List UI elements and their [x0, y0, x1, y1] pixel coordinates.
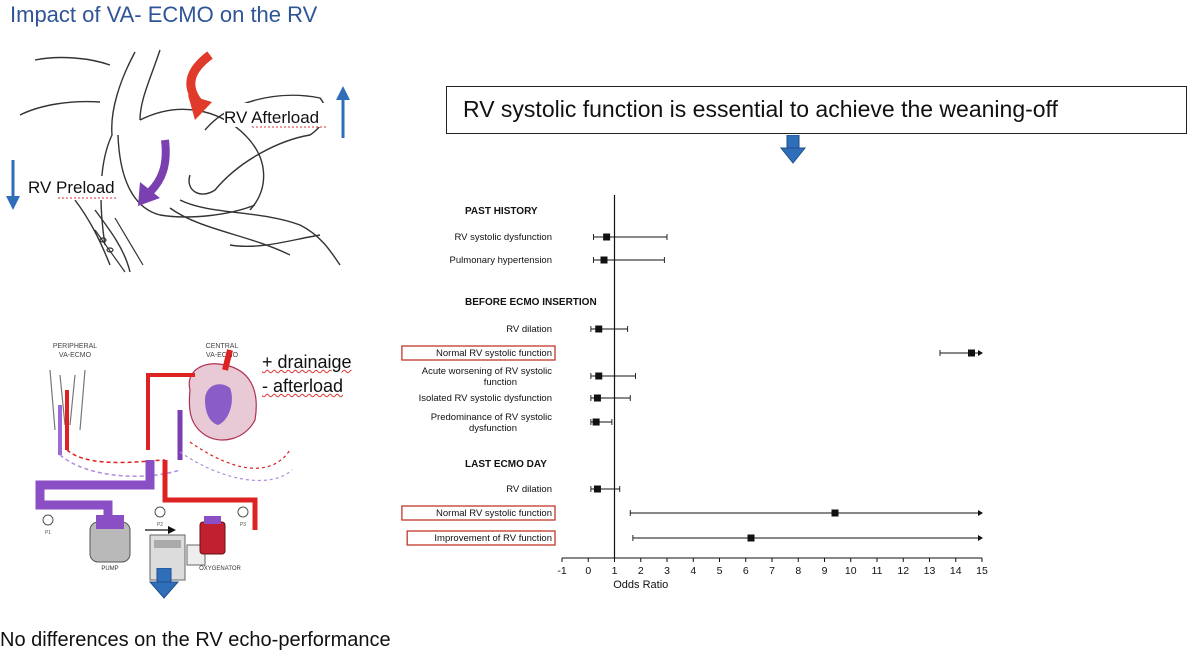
afterload-up-arrow-icon [336, 86, 350, 138]
pump-icon: PUMP [89, 515, 131, 572]
highlight-box [401, 345, 556, 361]
row-label: RV systolic dysfunction [454, 232, 552, 243]
forest-plot: PAST HISTORY RV systolic dysfunction Pulmo… [401, 195, 988, 591]
purple-flow-arrow [147, 139, 170, 195]
row-label: Normal RV systolic function [436, 348, 552, 359]
section-title: PAST HISTORY [465, 206, 538, 217]
cannula [94, 217, 144, 273]
gauge-icons: P1 P2 P3 [42, 506, 249, 536]
peripheral-vessel-icon [49, 369, 86, 455]
x-tick-label: 7 [769, 565, 775, 577]
ecmo-down-arrow-icon [148, 568, 180, 599]
x-tick-label: 15 [976, 565, 988, 577]
central-label-2: VA-ECMO [206, 352, 239, 359]
svg-text:P2: P2 [157, 522, 163, 528]
row-label: Normal RV systolic function [436, 508, 552, 519]
ci-arrow-icon [978, 350, 983, 356]
x-tick-label: 9 [822, 565, 828, 577]
x-tick-label: 12 [897, 565, 909, 577]
x-tick-label: 2 [638, 565, 644, 577]
ci-arrow-icon [978, 510, 983, 516]
ci-arrow-icon [978, 535, 983, 541]
odds-ratio-point [600, 256, 608, 264]
odds-ratio-point [592, 418, 600, 426]
row-label: RV dilation [506, 484, 552, 495]
svg-text:P1: P1 [45, 530, 51, 536]
slide-title: Impact of VA- ECMO on the RV [10, 2, 318, 27]
row-label: Improvement of RV function [434, 533, 552, 544]
row-label: Predominance of RV systolic [431, 412, 553, 423]
row-label: function [484, 377, 517, 388]
preload-label: RV Preload [28, 178, 115, 197]
odds-ratio-point [593, 394, 601, 402]
console-icon [149, 534, 206, 581]
odds-ratio-point [831, 509, 839, 517]
x-tick-label: 5 [717, 565, 723, 577]
odds-ratio-point [968, 349, 975, 357]
afterload-label: RV Afterload [224, 108, 319, 127]
x-tick-label: 6 [743, 565, 749, 577]
peripheral-label-1: PERIPHERAL [53, 343, 97, 350]
x-tick-label: 4 [690, 565, 696, 577]
x-tick-label: 11 [872, 565, 883, 577]
x-tick-label: 1 [612, 565, 618, 577]
heart-outline [19, 49, 341, 273]
x-tick-label: 0 [585, 565, 591, 577]
footer-text: No differences on the RV echo-performanc… [0, 629, 391, 651]
red-arrowhead-icon [188, 95, 212, 120]
x-tick-label: 13 [924, 565, 936, 577]
odds-ratio-point [747, 534, 755, 542]
venous-line [35, 460, 155, 525]
odds-ratio-point [603, 233, 611, 241]
odds-ratio-point [593, 485, 601, 493]
svg-text:P3: P3 [240, 522, 246, 528]
row-label: RV dilation [506, 324, 552, 335]
ecmo-circuit-diagram: PERIPHERAL VA-ECMO CENTRAL VA-ECMO PUMP … [35, 343, 293, 581]
row-label: Isolated RV systolic dysfunction [419, 393, 552, 404]
x-tick-label: 3 [664, 565, 670, 577]
central-label-1: CENTRAL [206, 343, 239, 350]
highlight-box [406, 530, 556, 546]
note-afterload: - afterload [262, 376, 344, 396]
oxygenator-icon: OXYGENATOR [199, 516, 242, 572]
highlight-box [401, 505, 556, 521]
red-flow-arrow [186, 51, 213, 105]
x-tick-label: -1 [557, 565, 566, 577]
odds-ratio-point [595, 325, 603, 333]
row-label: Pulmonary hypertension [450, 255, 552, 266]
note-drainage: + drainaige [262, 352, 352, 372]
x-tick-label: 10 [845, 565, 857, 577]
section-title: LAST ECMO DAY [465, 459, 547, 470]
callout-box: RV systolic function is essential to ach… [446, 86, 1187, 134]
x-tick-label: 14 [950, 565, 962, 577]
heart-diagram: RV Afterload RV Preload [6, 49, 350, 273]
x-tick-label: 8 [795, 565, 801, 577]
oxygenator-label: OXYGENATOR [199, 566, 241, 572]
pump-label: PUMP [101, 566, 118, 572]
row-label: Acute worsening of RV systolic [422, 366, 552, 377]
purple-arrowhead-icon [138, 182, 160, 206]
odds-ratio-point [595, 372, 603, 380]
central-heart-icon [177, 349, 257, 460]
callout-down-arrow-icon [779, 135, 807, 164]
x-axis-label: Odds Ratio [613, 579, 668, 591]
preload-down-arrow-icon [6, 160, 20, 210]
row-label: dysfunction [469, 423, 517, 434]
peripheral-label-2: VA-ECMO [59, 352, 92, 359]
section-title: BEFORE ECMO INSERTION [465, 297, 597, 308]
arterial-line [162, 460, 258, 530]
callout-text: RV systolic function is essential to ach… [463, 96, 1058, 122]
